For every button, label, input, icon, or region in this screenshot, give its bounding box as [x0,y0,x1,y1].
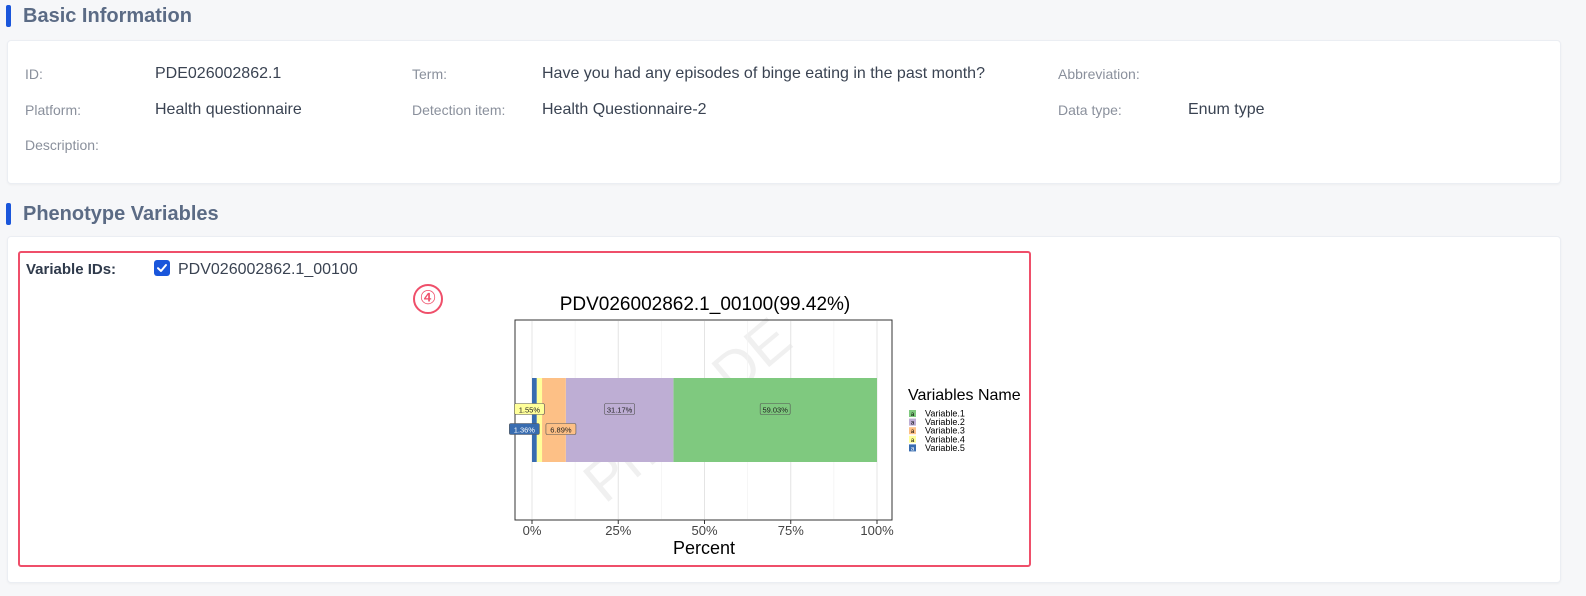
variable-ids-label: Variable IDs: [26,261,117,278]
legend-label: Variable.2 [925,417,965,427]
checkmark-icon [157,264,167,272]
bar-segment [542,378,566,462]
phenotype-variables-title: Phenotype Variables [23,202,219,225]
platform-value: Health questionnaire [155,101,302,118]
legend-swatch [909,410,916,417]
legend-swatch-glyph: a [911,438,915,444]
bar-segment [536,378,543,462]
detection-item-label: Detection item: [412,102,506,118]
legend-swatch-glyph: a [911,446,915,452]
data-label: 1.55% [519,406,541,415]
legend-swatch [909,427,916,435]
x-tick-label: 75% [778,523,804,538]
platform-label: Platform: [25,102,82,118]
legend-swatch-glyph: a [911,412,915,418]
legend-swatch-glyph: a [911,421,915,427]
term-label: Term: [412,66,447,82]
id-value: PDE026002862.1 [155,65,282,82]
x-tick-label: 50% [691,523,717,538]
bar-segment [532,378,537,462]
data-label: 1.36% [514,426,536,435]
legend-title: Variables Name [908,387,1021,404]
plot-panel-border [514,319,893,521]
x-tick-label: 100% [860,523,894,538]
variable-id-option[interactable]: PDV026002862.1_00100 [178,261,358,278]
data-label-box [604,403,635,415]
basic-information-card: ID: PDE026002862.1 Term: Have you had an… [7,40,1561,184]
legend-swatch [909,418,916,426]
data-label-box [509,423,540,435]
data-label: 59.03% [762,406,788,415]
x-tick-label: 25% [605,523,631,538]
data-label: 6.89% [550,426,572,435]
x-axis-label: Percent [673,538,735,558]
legend-label: Variable.5 [925,443,965,453]
data-label: 31.17% [607,406,633,415]
bar-segment [565,378,674,462]
abbreviation-label: Abbreviation: [1058,66,1140,82]
chart-title: PDV026002862.1_00100(99.42%) [560,294,851,315]
legend-swatch [909,444,916,452]
x-tick-label: 0% [523,523,542,538]
id-label: ID: [25,66,43,82]
data-label-box [514,403,545,415]
detection-item-value: Health Questionnaire-2 [542,101,707,118]
term-value: Have you had any episodes of binge eatin… [542,65,985,82]
legend-label: Variable.4 [925,434,965,444]
description-label: Description: [25,137,99,153]
annotation-marker: ④ [413,284,443,314]
heading-accent-bar [6,203,11,225]
legend-swatch-glyph: a [911,429,915,435]
phenotype-chart: PDV026002862.1_00100(99.42%) PhenoDE 59.… [509,294,1021,558]
phenotype-variables-heading: Phenotype Variables [6,203,219,225]
data-label-box [545,423,577,435]
basic-information-title: Basic Information [23,4,192,27]
heading-accent-bar [6,5,11,27]
variable-checkbox[interactable] [154,260,170,276]
data-label-box [759,403,791,415]
data-type-label: Data type: [1058,102,1122,118]
basic-information-heading: Basic Information [6,5,192,27]
legend-label: Variable.1 [925,409,965,419]
legend-swatch [909,435,916,443]
bar-segment [673,378,877,462]
data-type-value: Enum type [1188,101,1265,118]
legend-label: Variable.3 [925,426,965,436]
